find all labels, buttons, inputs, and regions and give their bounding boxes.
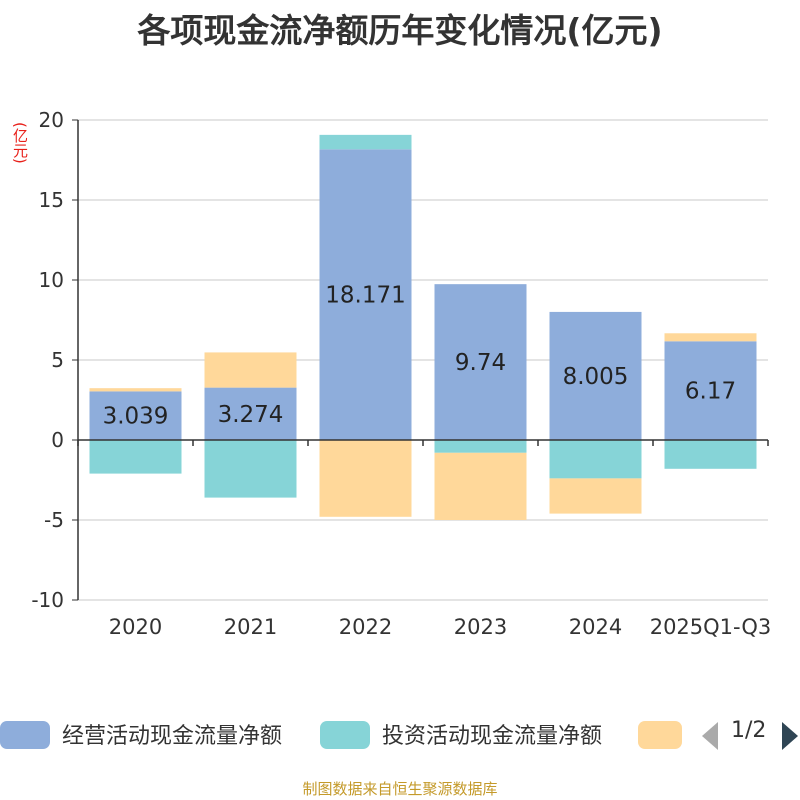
- legend-swatch-operating: [0, 721, 50, 749]
- legend-label-operating: 经营活动现金流量净额: [62, 724, 283, 749]
- investing-bar: [549, 440, 642, 479]
- legend-item-investing[interactable]: 投资活动现金流量净额: [320, 712, 630, 756]
- operating-bar: [549, 311, 642, 440]
- x-tick-label: 2021: [224, 615, 277, 639]
- y-axis-unit-label: (亿元): [11, 122, 29, 164]
- legend-item-third-series[interactable]: [638, 712, 694, 756]
- legend: 经营活动现金流量净额 投资活动现金流量净额 1/2: [0, 712, 800, 756]
- third-series-bar: [664, 333, 757, 342]
- y-tick-label: 0: [51, 428, 64, 452]
- legend-item-operating[interactable]: 经营活动现金流量净额: [0, 712, 310, 756]
- third-series-bar: [89, 388, 182, 392]
- investing-bar: [319, 134, 412, 150]
- operating-bar: [89, 391, 182, 440]
- operating-data-label: 8.005: [563, 364, 629, 390]
- legend-swatch-investing: [320, 721, 370, 749]
- third-series-bar: [204, 352, 297, 388]
- x-tick-label: 2022: [339, 615, 392, 639]
- y-tick-label: 20: [39, 108, 64, 132]
- y-tick-label: -5: [44, 508, 64, 532]
- operating-data-label: 18.171: [325, 283, 405, 309]
- legend-prev-page-icon[interactable]: [702, 722, 718, 750]
- data-source-note: 制图数据来自恒生聚源数据库: [302, 780, 498, 798]
- investing-bar: [434, 440, 527, 453]
- cash-flow-chart: -10 -5 0 5 10 15 20 3.039 2020 3.274 2021 18.171 202…: [31, 108, 772, 639]
- x-tick-label: 2023: [454, 615, 507, 639]
- operating-data-label: 3.039: [103, 404, 169, 430]
- x-tick-label: 2020: [109, 615, 162, 639]
- x-tick-label: 2025Q1-Q3: [650, 615, 772, 639]
- y-tick-label: 5: [51, 348, 64, 372]
- investing-bar: [664, 440, 757, 469]
- y-tick-label: 10: [39, 268, 64, 292]
- legend-swatch-third-series: [638, 721, 682, 749]
- operating-data-label: 6.17: [685, 379, 736, 405]
- legend-next-page-icon[interactable]: [782, 722, 798, 750]
- operating-data-label: 3.274: [218, 402, 284, 428]
- legend-label-investing: 投资活动现金流量净额: [382, 724, 603, 749]
- operating-bar: [204, 387, 297, 440]
- operating-bar: [434, 284, 527, 440]
- operating-bar: [319, 149, 412, 440]
- third-series-bar: [549, 478, 642, 514]
- investing-bar: [204, 440, 297, 498]
- x-tick-label: 2024: [569, 615, 622, 639]
- operating-data-label: 9.74: [455, 350, 506, 376]
- operating-bar: [664, 341, 757, 440]
- chart-title: 各项现金流净额历年变化情况(亿元): [137, 11, 663, 50]
- third-series-bar: [319, 440, 412, 517]
- investing-bar: [89, 440, 182, 474]
- third-series-bar: [434, 452, 527, 520]
- y-tick-label: 15: [39, 188, 64, 212]
- y-tick-label: -10: [31, 588, 64, 612]
- legend-page-indicator: 1/2: [731, 718, 767, 743]
